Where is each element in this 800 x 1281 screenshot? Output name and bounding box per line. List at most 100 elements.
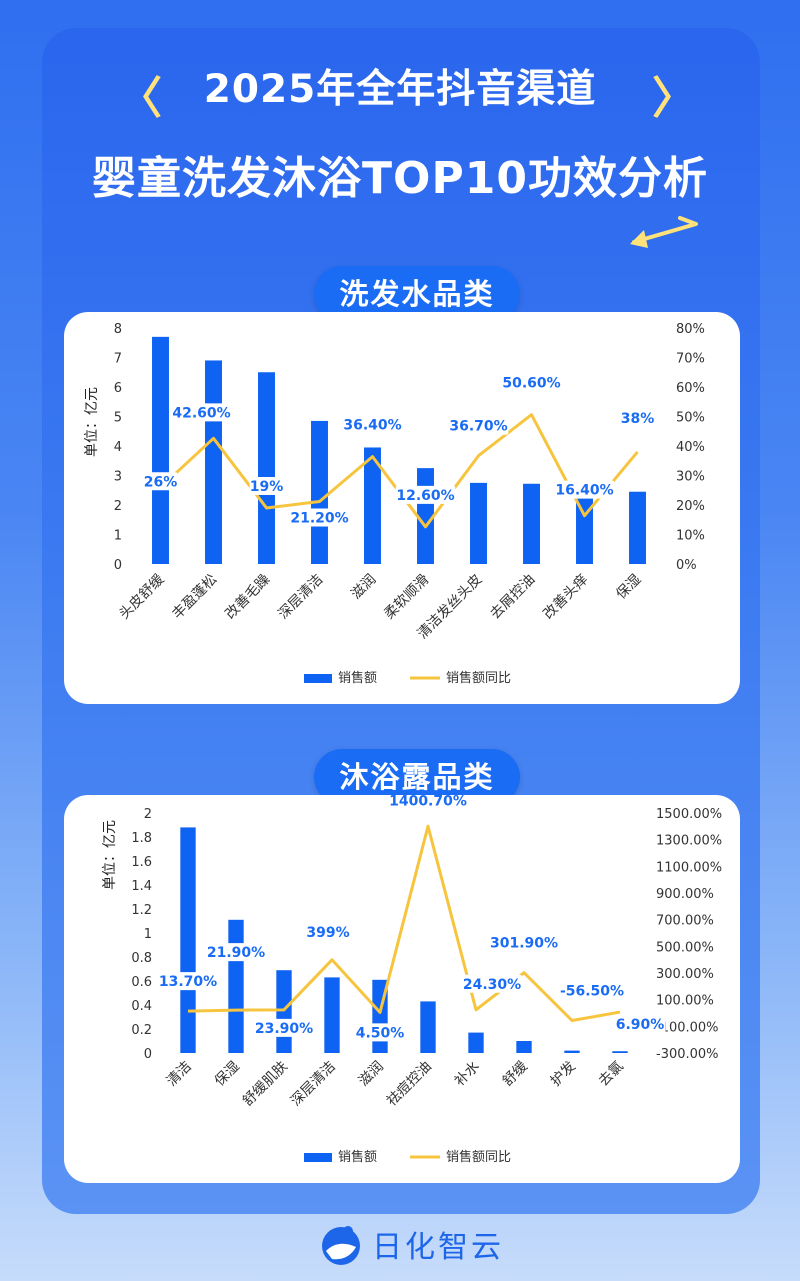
- x-category-label: 保湿: [212, 1059, 243, 1090]
- legend-bar-swatch: [304, 674, 332, 683]
- data-label: 38%: [621, 411, 655, 427]
- data-label: 21.20%: [290, 510, 348, 526]
- title-line-2: 婴童洗发沐浴TOP10功效分析: [92, 153, 708, 204]
- x-category-label: 护发: [548, 1059, 579, 1090]
- legend-entry: 销售额同比: [446, 670, 511, 686]
- y-axis-label: 单位：亿元: [102, 820, 118, 890]
- data-label-bg: [462, 974, 522, 993]
- data-label-bg: [254, 1018, 314, 1037]
- right-bracket-icon: 〉: [652, 73, 696, 124]
- bar-sales: [152, 336, 169, 564]
- x-category-label: 补水: [452, 1059, 483, 1090]
- y-right-tick-label: -300.00%: [656, 1047, 719, 1062]
- y-right-tick-label: 80%: [676, 322, 705, 337]
- y-left-tick-label: 4: [114, 440, 122, 455]
- y-left-tick-label: 1.4: [131, 879, 152, 894]
- data-label: 301.90%: [490, 936, 558, 952]
- bar-sales: [324, 977, 340, 1053]
- y-left-tick-label: 0.2: [131, 1023, 152, 1038]
- bar-sales: [417, 468, 434, 564]
- y-right-tick-label: 20%: [676, 499, 705, 514]
- y-left-tick-label: 8: [114, 322, 122, 337]
- data-label-bg: [501, 373, 562, 392]
- data-label-bg: [448, 416, 509, 435]
- y-left-tick-label: 1.2: [131, 903, 152, 918]
- arrow-icon: [630, 216, 698, 248]
- data-label: 6.90%: [616, 1017, 665, 1033]
- bar-sales: [470, 482, 487, 564]
- x-category-label: 滋润: [356, 1059, 387, 1090]
- y-left-tick-label: 6: [114, 381, 122, 396]
- y-right-tick-label: -100.00%: [656, 1020, 719, 1035]
- y-right-tick-label: 300.00%: [656, 967, 714, 982]
- data-label-bg: [158, 972, 218, 991]
- bar-sales: [564, 1050, 580, 1053]
- bodywash-chart: 0 0.2 0.4 0.6 0.8 1 1.2 1.4 1.6 1.8 2 -300.00% -100.…: [102, 791, 722, 1165]
- bar-sales: [576, 488, 593, 564]
- bar-sales: [205, 360, 222, 564]
- x-category-label: 柔软顺滑: [381, 571, 433, 623]
- x-category-label: 改善毛躁: [222, 572, 273, 623]
- y-left-tick-label: 1.6: [131, 855, 152, 870]
- y-left-tick-label: 1: [114, 529, 122, 544]
- data-label-bg: [620, 408, 655, 427]
- legend-entry: 销售额: [338, 670, 377, 686]
- data-label: 23.90%: [255, 1021, 313, 1037]
- y-left-tick-label: 1: [144, 927, 152, 942]
- y-left-tick-label: 1.8: [131, 831, 152, 846]
- data-label-bg: [395, 485, 456, 504]
- data-label-bg: [489, 933, 559, 952]
- x-category-label: 丰盈蓬松: [169, 572, 220, 623]
- y-left-tick-label: 0.8: [131, 951, 152, 966]
- x-category-label: 深层清洁: [288, 1059, 339, 1110]
- y-left-tick-label: 3: [114, 470, 122, 485]
- bar-sales: [420, 1001, 436, 1053]
- data-label: 12.60%: [396, 488, 454, 504]
- y-axis-label: 单位：亿元: [84, 387, 100, 457]
- bodywash-chart-panel: 0 0.2 0.4 0.6 0.8 1 1.2 1.4 1.6 1.8 2 -300.00% -100.…: [64, 791, 740, 1183]
- title-line-1: 2025年全年抖音渠道: [203, 67, 597, 112]
- bar-sales: [258, 372, 275, 564]
- y-right-tick-label: 500.00%: [656, 940, 714, 955]
- y-right-tick-label: 700.00%: [656, 914, 714, 929]
- y-left-tick-label: 2: [114, 499, 122, 514]
- data-label-bg: [342, 415, 403, 434]
- bar-sales: [612, 1051, 628, 1053]
- x-category-label: 舒缓肌肤: [240, 1059, 291, 1110]
- y-right-tick-label: 30%: [676, 470, 705, 485]
- y-left-tick-label: 0.6: [131, 975, 152, 990]
- x-category-label: 深层清洁: [275, 572, 326, 623]
- brand-logo: 日化智云: [318, 1219, 504, 1269]
- y-left-tick-label: 5: [114, 411, 122, 426]
- legend-entry: 销售额: [338, 1149, 377, 1165]
- x-category-label: 改善头痒: [540, 572, 591, 623]
- bar-sales: [364, 447, 381, 564]
- shampoo-chart-panel: 0 1 2 3 4 5 6 7 8 0% 10% 20% 30% 40% 50% 60% 70% 80% 单位：亿元…: [64, 312, 740, 704]
- y-right-tick-label: 50%: [676, 411, 705, 426]
- x-category-label: 滋润: [348, 572, 379, 603]
- data-label: 13.70%: [159, 974, 217, 990]
- y-right-tick-label: 1500.00%: [656, 807, 722, 822]
- data-label: 399%: [306, 925, 349, 941]
- brand-name: 日化智云: [372, 1230, 504, 1265]
- y-right-tick-label: 70%: [676, 352, 705, 367]
- legend-bar-swatch: [304, 1153, 332, 1162]
- data-label: 24.30%: [463, 977, 521, 993]
- data-label: 1400.70%: [389, 795, 467, 809]
- y-right-tick-label: 1300.00%: [656, 834, 722, 849]
- x-category-label: 舒缓: [500, 1059, 531, 1090]
- data-label: 36.40%: [343, 418, 401, 434]
- x-category-label: 头皮舒缓: [116, 572, 167, 623]
- x-category-label: 去屑控油: [487, 572, 538, 623]
- data-label: 36.70%: [449, 419, 507, 435]
- data-label-bg: [306, 922, 350, 941]
- x-category-label: 清洁: [164, 1059, 195, 1090]
- y-left-tick-label: 0: [144, 1047, 152, 1062]
- bar-sales: [180, 827, 196, 1053]
- y-right-tick-label: 60%: [676, 381, 705, 396]
- bar-sales: [629, 491, 646, 564]
- bar-sales: [523, 483, 540, 564]
- data-label: 16.40%: [555, 483, 613, 499]
- bar-sales: [468, 1032, 484, 1053]
- brand-logo-icon: [322, 1226, 360, 1265]
